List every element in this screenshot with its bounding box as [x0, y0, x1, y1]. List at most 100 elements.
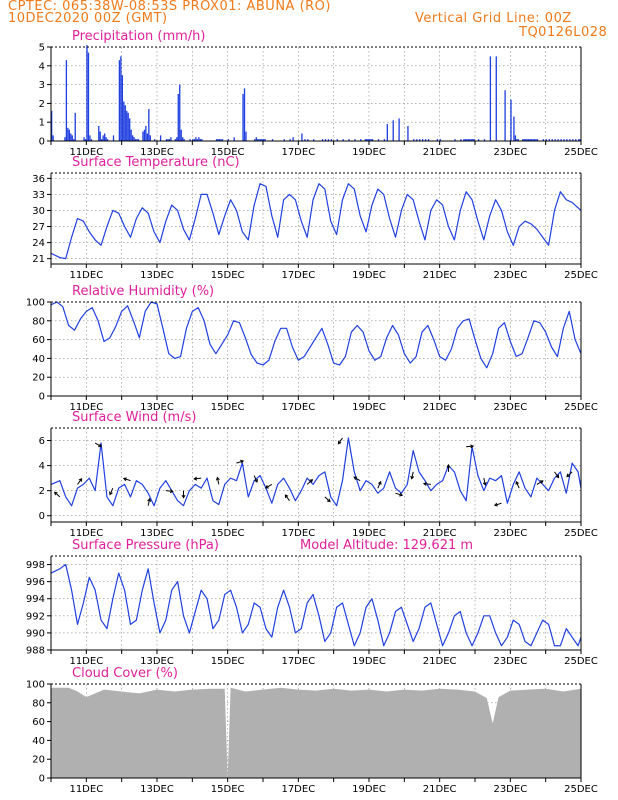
precip-bar: [221, 139, 224, 141]
precip-bar: [354, 139, 356, 141]
precip-bar: [495, 56, 497, 141]
panel-2: 0 20 40 60 80 100 11DEC 13DEC 15DEC 17DEC 19DEC 21D…: [26, 284, 598, 413]
precip-bar: [257, 139, 259, 141]
precip-bar: [321, 139, 324, 141]
wind-arrow: [353, 476, 361, 482]
series-line: [50, 437, 582, 507]
x-tick-label: 25DEC: [564, 270, 598, 281]
x-tick-label: 25DEC: [564, 784, 598, 795]
panel-1: 21 24 27 30 33 36 11DEC 13DEC 15DEC 17DEC 19DEC 21D…: [32, 155, 598, 281]
header-model-id: TQ0126L028: [519, 25, 608, 40]
precip-bar: [215, 139, 218, 141]
precip-bar: [90, 139, 93, 141]
header-date-line: 10DEC2020 00Z (GMT): [8, 11, 168, 26]
y-tick-label: 40: [32, 736, 45, 747]
wind-arrow: [483, 478, 486, 486]
precip-bar: [307, 139, 309, 141]
panel-5: 0 20 40 60 80 100 11DEC 13DEC 15DEC 17DEC 19DEC 21D…: [26, 666, 598, 795]
precip-bar: [201, 139, 203, 141]
precip-bar: [168, 139, 171, 141]
precip-bar: [477, 139, 480, 141]
precip-bar: [86, 45, 88, 142]
precip-bar: [422, 139, 424, 141]
precip-bar: [74, 112, 76, 141]
panel-title: Surface Wind (m/s): [72, 410, 196, 425]
wind-arrow: [77, 478, 83, 485]
precip-bar: [218, 139, 221, 141]
wind-arrow-head: [410, 475, 415, 480]
wind-arrow-head: [482, 481, 487, 486]
y-tick-label: 20: [32, 755, 45, 766]
y-tick-label: 100: [26, 298, 45, 309]
precip-bar: [510, 99, 512, 141]
precip-bar: [292, 137, 294, 141]
precip-bar: [283, 139, 285, 141]
precip-bar: [530, 139, 533, 141]
series-line: [50, 183, 582, 260]
precip-bar: [289, 139, 291, 141]
precip-bar: [180, 129, 182, 141]
precip-bar: [52, 135, 54, 141]
precip-bar: [220, 139, 222, 141]
precip-bar: [98, 125, 100, 141]
precip-bar: [149, 135, 151, 141]
x-tick-label: 21DEC: [423, 656, 457, 667]
x-tick-label: 21DEC: [423, 528, 457, 539]
panel-title: Surface Temperature (nC): [72, 155, 240, 170]
precip-bar: [313, 139, 315, 141]
precip-bar: [473, 139, 475, 141]
precip-bar: [51, 110, 53, 141]
wind-arrow-head: [109, 491, 113, 496]
precip-bar: [366, 139, 368, 141]
precip-bar: [123, 101, 125, 141]
x-tick-label: 11DEC: [69, 656, 103, 667]
precip-bar: [227, 139, 229, 141]
precip-bar: [271, 139, 274, 141]
precip-bar: [364, 139, 366, 141]
y-tick-label: 27: [32, 222, 45, 233]
wind-arrow-head: [377, 480, 382, 485]
precip-bar: [89, 135, 91, 141]
y-tick-label: 0: [39, 137, 45, 148]
x-tick-label: 23DEC: [493, 528, 527, 539]
wind-arrow: [395, 492, 403, 496]
wind-arrow-head: [98, 443, 103, 448]
y-tick-label: 24: [32, 238, 45, 249]
precip-bar: [301, 133, 303, 141]
precip-bar: [154, 139, 156, 141]
panel-subtitle: Model Altitude: 129.621 m: [300, 538, 473, 553]
wind-arrow: [147, 498, 151, 506]
wind-arrow: [536, 480, 544, 485]
x-tick-label: 11DEC: [69, 147, 103, 158]
precip-bar: [360, 139, 362, 141]
precip-bar: [472, 139, 474, 141]
precip-bar: [557, 139, 559, 141]
precip-bar: [131, 135, 134, 141]
precip-bar: [483, 139, 486, 141]
x-tick-label: 15DEC: [211, 656, 245, 667]
x-tick-label: 25DEC: [564, 528, 598, 539]
precip-bar: [136, 139, 138, 141]
y-tick-label: 60: [32, 335, 45, 346]
wind-arrow-head: [169, 489, 174, 494]
precip-bar: [106, 139, 109, 141]
precip-bar: [554, 139, 556, 141]
precip-bar: [142, 131, 144, 141]
wind-arrow: [515, 481, 520, 489]
header-grid-line-note: Vertical Grid Line: 00Z: [415, 11, 572, 26]
precip-bar: [526, 139, 528, 141]
x-tick-label: 11DEC: [69, 784, 103, 795]
y-tick-label: 1: [39, 118, 45, 129]
precip-bar: [179, 84, 181, 141]
precip-bar: [469, 139, 471, 141]
x-tick-label: 23DEC: [493, 147, 527, 158]
wind-arrow-head: [309, 479, 314, 483]
x-tick-label: 15DEC: [211, 402, 245, 413]
precip-bar: [514, 135, 517, 141]
wind-arrow: [194, 477, 202, 480]
precip-bar: [383, 139, 386, 141]
wind-arrow-head: [422, 481, 427, 486]
panel-title: Precipitation (mm/h): [72, 29, 205, 44]
precip-bar: [145, 125, 147, 141]
